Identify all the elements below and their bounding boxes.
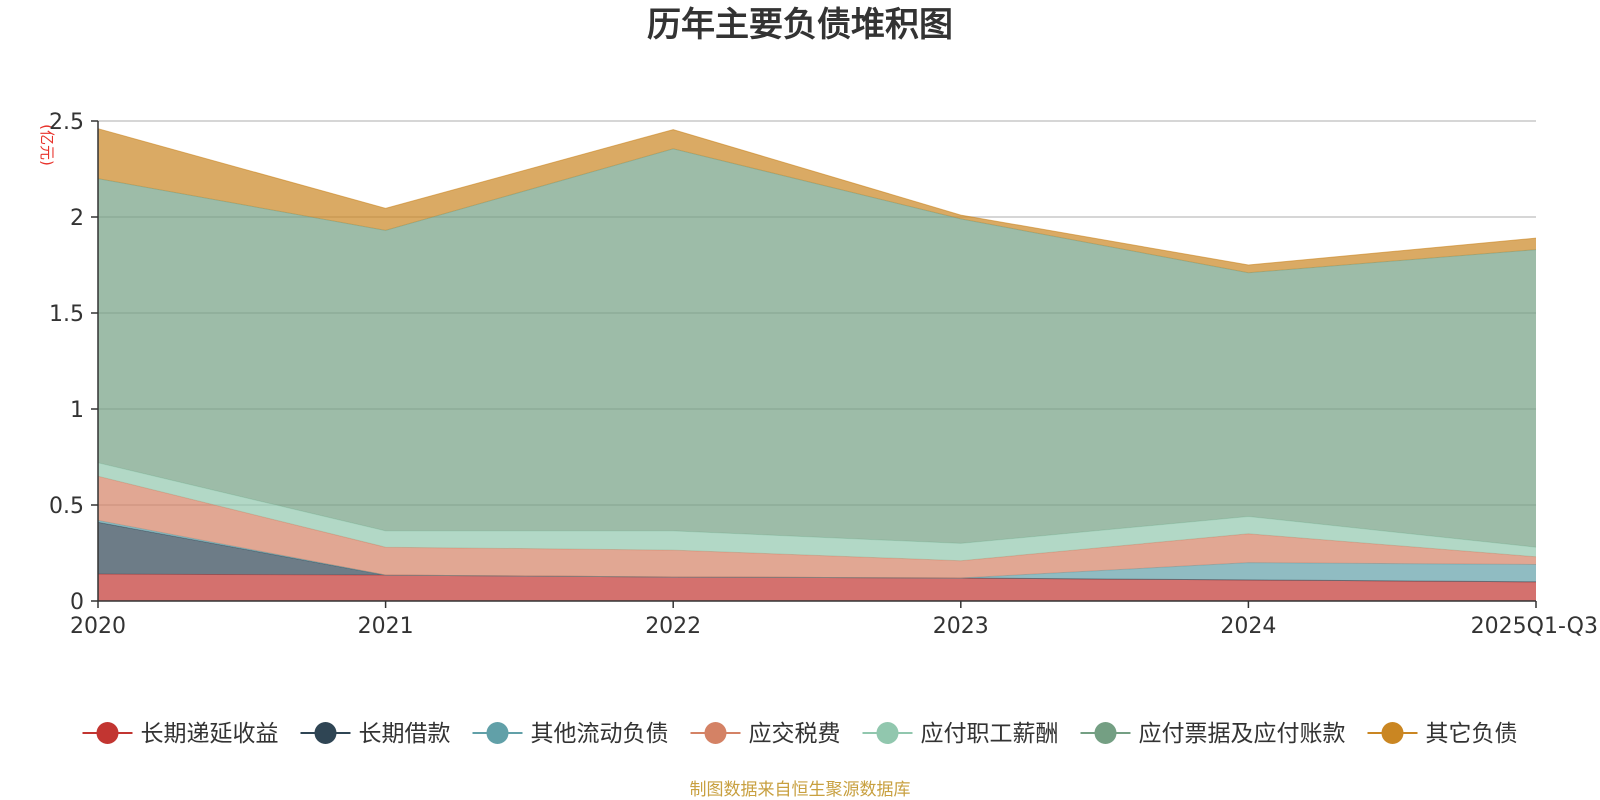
legend-item-0[interactable]: 长期递延收益	[82, 721, 279, 747]
legend-item-1[interactable]: 长期借款	[300, 721, 451, 747]
legend-marker-icon	[1381, 722, 1404, 744]
y-tick-label: 0	[70, 590, 84, 615]
legend-marker-icon	[96, 722, 119, 744]
x-tick-label: 2021	[358, 614, 414, 639]
area-series	[97, 128, 1537, 601]
legend-item-2[interactable]: 其他流动负债	[472, 721, 669, 747]
legend-marker-icon	[314, 722, 337, 744]
x-tick-label: 2024	[1220, 614, 1276, 639]
legend-item-5[interactable]: 应付票据及应付账款	[1080, 721, 1346, 747]
y-tick-label: 2.5	[49, 110, 84, 135]
legend-item-6[interactable]: 其它负债	[1367, 721, 1518, 747]
legend-label: 其它负债	[1426, 721, 1518, 747]
source-note: 制图数据来自恒生聚源数据库	[690, 780, 911, 800]
legend-marker-icon	[876, 722, 899, 744]
legend-marker-icon	[1094, 722, 1117, 744]
chart-title: 历年主要负债堆积图	[647, 5, 953, 45]
legend-label: 长期递延收益	[141, 721, 279, 747]
area-series-4[interactable]	[98, 462, 1536, 561]
legend-marker-icon	[486, 722, 509, 744]
legend-label: 应付票据及应付账款	[1139, 721, 1346, 747]
legend-label: 其他流动负债	[531, 721, 669, 747]
x-tick-label: 2020	[70, 614, 126, 639]
legend: 长期递延收益 长期借款 其他流动负债 应交税费 应付职工薪酬 应付票据及应付账款 其它负债	[82, 721, 1518, 747]
legend-item-4[interactable]: 应付职工薪酬	[862, 721, 1059, 747]
area-series-6[interactable]	[98, 128, 1536, 273]
y-axis-unit-label: (亿元)	[38, 124, 56, 166]
x-tick-label: 2023	[933, 614, 989, 639]
area-series-3[interactable]	[98, 476, 1536, 578]
area-series-0[interactable]	[98, 574, 1536, 601]
axes: 0 0.5 1 1.5 2 2.5 2020 2021 2022 2023 2024 2025Q1-Q…	[49, 110, 1598, 639]
y-tick-label: 1	[70, 398, 84, 423]
y-tick-label: 2	[70, 206, 84, 231]
x-tick-label: 2025Q1-Q3	[1471, 614, 1598, 639]
y-tick-label: 0.5	[49, 494, 84, 519]
legend-marker-icon	[704, 722, 727, 744]
area-series-5[interactable]	[98, 148, 1536, 548]
area-edge-6	[97, 128, 1537, 266]
y-tick-label: 1.5	[49, 302, 84, 327]
legend-label: 应付职工薪酬	[921, 721, 1059, 747]
legend-item-3[interactable]: 应交税费	[690, 721, 841, 747]
legend-label: 长期借款	[359, 721, 451, 747]
x-tick-label: 2022	[645, 614, 701, 639]
legend-label: 应交税费	[749, 721, 841, 747]
